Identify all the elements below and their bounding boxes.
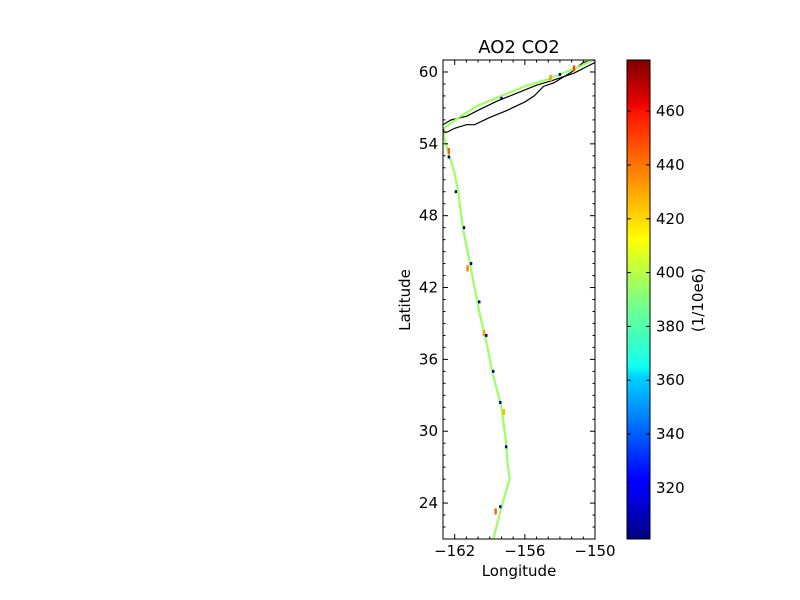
y-tick-label: 60 — [419, 63, 438, 81]
data-point-low — [492, 369, 495, 373]
data-point-low — [500, 96, 503, 100]
y-tick-label: 30 — [419, 422, 438, 440]
y-tick-label: 36 — [419, 350, 438, 368]
data-point — [482, 330, 486, 337]
chart-title: AO2 CO2 — [478, 37, 560, 58]
y-tick-label: 24 — [419, 494, 438, 512]
colorbar-tick-label: 400 — [656, 264, 685, 282]
y-tick-label: 42 — [419, 279, 438, 297]
colorbar-tick-label: 420 — [656, 210, 685, 228]
colorbar-label: (1/10e6) — [689, 268, 707, 332]
colorbar-tick-label: 320 — [656, 479, 685, 497]
data-point-low — [462, 226, 466, 230]
colorbar-tick-label: 460 — [656, 102, 685, 120]
x-tick-label: −162 — [434, 542, 475, 560]
colorbar — [626, 59, 651, 540]
plot-area — [443, 60, 595, 539]
data-point — [466, 265, 469, 272]
colorbar-tick-label: 440 — [656, 156, 685, 174]
data-point-low — [443, 129, 445, 133]
data-point-low — [469, 262, 473, 266]
data-point-low — [504, 445, 508, 449]
x-tick-label: −156 — [504, 542, 545, 560]
flight-track — [443, 60, 594, 539]
colorbar-tick-label: 340 — [656, 425, 685, 443]
data-point-low — [499, 505, 502, 509]
x-tick-label: −150 — [574, 542, 615, 560]
y-axis-label: Latitude — [396, 269, 414, 331]
data-point-low — [447, 155, 451, 159]
colorbar-axis: 320 340 360 380 400 420 440 460 — [627, 102, 685, 497]
data-point-low — [478, 300, 481, 304]
data-point-low — [454, 190, 458, 194]
colorbar-tick-label: 360 — [656, 371, 685, 389]
plot-frame — [442, 59, 596, 540]
data-point — [494, 508, 497, 515]
y-tick-label: 48 — [419, 207, 438, 225]
data-point — [549, 74, 552, 81]
data-point-low — [485, 333, 488, 337]
data-point — [572, 65, 576, 72]
coastline-1 — [443, 61, 595, 126]
x-axis-label: Longitude — [482, 562, 557, 580]
axes: 24 30 36 42 48 54 60 −162 −156 −150 — [419, 59, 616, 560]
data-point-low — [499, 400, 502, 404]
data-point — [502, 409, 505, 416]
data-point-low — [558, 72, 562, 76]
data-point — [447, 148, 451, 155]
coastline-2 — [443, 60, 595, 134]
colorbar-tick-label: 380 — [656, 317, 685, 335]
y-tick-label: 54 — [419, 135, 438, 153]
